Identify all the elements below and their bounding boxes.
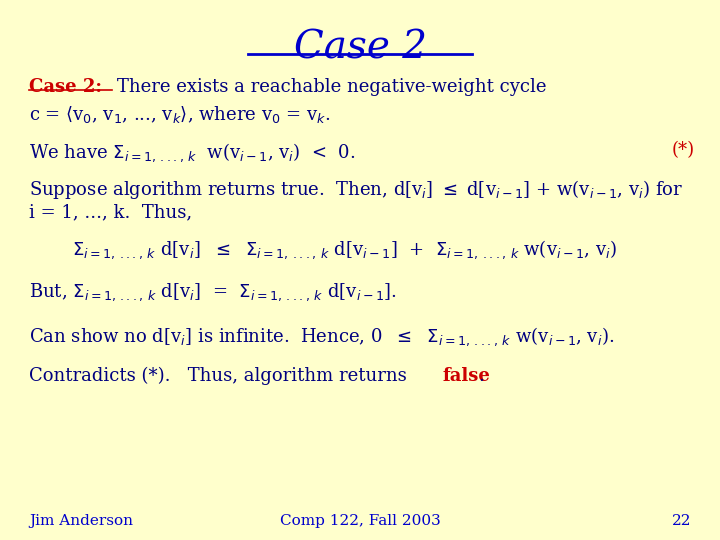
Text: There exists a reachable negative-weight cycle: There exists a reachable negative-weight… <box>117 78 546 96</box>
Text: Jim Anderson: Jim Anderson <box>29 514 132 528</box>
Text: Can show no d[v$_i$] is infinite.  Hence, 0  $\leq$  $\Sigma_{i = 1,\,...,\,k}$ : Can show no d[v$_i$] is infinite. Hence,… <box>29 325 614 348</box>
Text: i = 1, ..., k.  Thus,: i = 1, ..., k. Thus, <box>29 204 192 221</box>
Text: 22: 22 <box>672 514 691 528</box>
Text: false: false <box>442 367 490 385</box>
Text: .: . <box>478 367 484 385</box>
Text: $\Sigma_{i = 1,\,...,\,k}$ d[v$_i$]  $\leq$  $\Sigma_{i = 1,\,...,\,k}$ d[v$_{i-: $\Sigma_{i = 1,\,...,\,k}$ d[v$_i$] $\le… <box>72 239 617 261</box>
Text: Case 2:: Case 2: <box>29 78 102 96</box>
Text: Contradicts (*).   Thus, algorithm returns: Contradicts (*). Thus, algorithm returns <box>29 367 413 386</box>
Text: But, $\Sigma_{i = 1,\,...,\,k}$ d[v$_i$]  =  $\Sigma_{i = 1,\,...,\,k}$ d[v$_{i-: But, $\Sigma_{i = 1,\,...,\,k}$ d[v$_i$]… <box>29 282 397 303</box>
Text: Case 2: Case 2 <box>294 30 426 67</box>
Text: c = $\langle$v$_0$, v$_1$, ..., v$_k$$\rangle$, where v$_0$ = v$_k$.: c = $\langle$v$_0$, v$_1$, ..., v$_k$$\r… <box>29 104 330 125</box>
Text: (*): (*) <box>672 141 695 159</box>
Text: We have $\Sigma_{i = 1,\,...,\,k}$  w(v$_{i-1}$, v$_i$)  <  0.: We have $\Sigma_{i = 1,\,...,\,k}$ w(v$_… <box>29 141 355 164</box>
Text: Comp 122, Fall 2003: Comp 122, Fall 2003 <box>279 514 441 528</box>
Text: Suppose algorithm returns true.  Then, d[v$_i$] $\leq$ d[v$_{i-1}$] + w(v$_{i-1}: Suppose algorithm returns true. Then, d[… <box>29 178 683 201</box>
